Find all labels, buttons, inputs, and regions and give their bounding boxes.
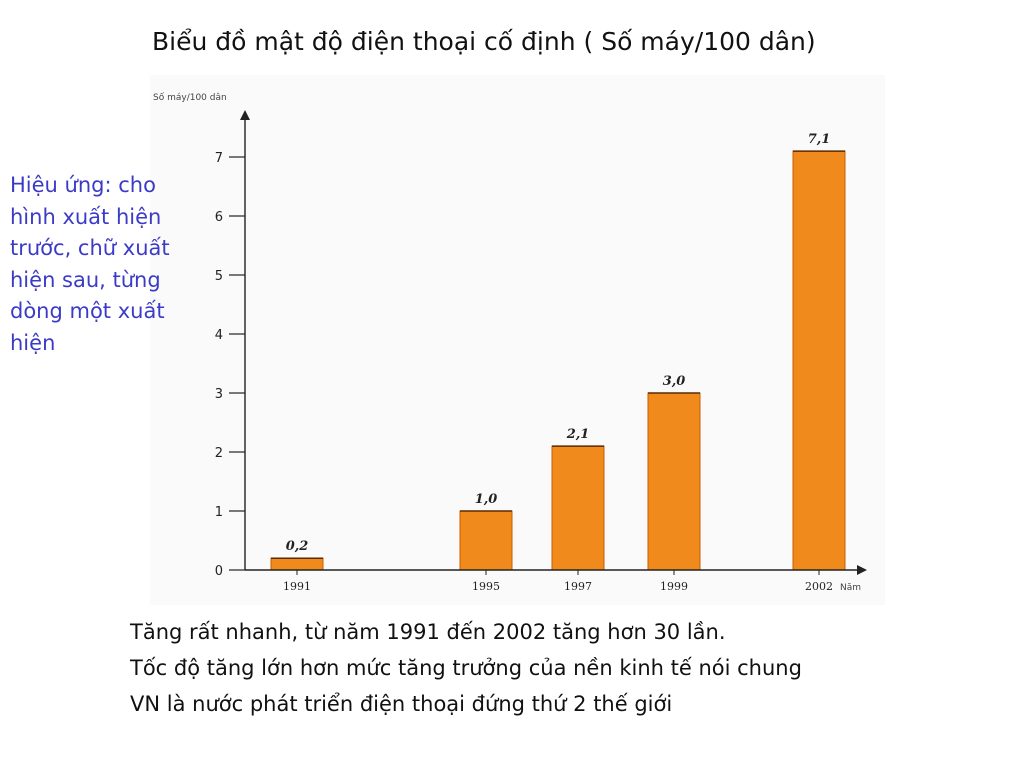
conclusion-line: Tốc độ tăng lớn hơn mức tăng trưởng của … (130, 656, 802, 680)
bar (459, 510, 513, 571)
y-tick-label: 0 (215, 564, 223, 579)
conclusion-notes: Tăng rất nhanh, từ năm 1991 đến 2002 tăn… (130, 614, 1010, 722)
y-tick-label: 7 (215, 151, 223, 166)
x-tick-label: 1995 (472, 580, 500, 593)
animation-note-line: hình xuất hiện (10, 204, 162, 229)
animation-note-line: hiện sau, từng (10, 267, 161, 292)
y-tick-label: 6 (215, 210, 223, 225)
animation-note-line: Hiệu ứng: cho (10, 173, 156, 197)
data-label: 1,0 (475, 492, 498, 507)
x-tick-label: 1991 (283, 580, 311, 593)
animation-note-line: trước, chữ xuất (10, 236, 170, 260)
bar-chart: 0 1 2 3 4 5 6 7 0,2 1991 1,0 1995 2,1 1997 3,0 1999 7,1… (150, 75, 885, 605)
data-label: 0,2 (286, 539, 309, 554)
conclusion-line: Tăng rất nhanh, từ năm 1991 đến 2002 tăn… (130, 620, 726, 644)
y-axis-title: Số máy/100 dân (153, 92, 227, 103)
y-tick-label: 3 (215, 387, 223, 402)
data-label: 2,1 (566, 427, 590, 442)
x-axis-title: Năm (840, 583, 861, 593)
y-tick-label: 5 (215, 269, 223, 284)
animation-note-line: hiện (10, 330, 56, 355)
bar-chart-svg: 0 1 2 3 4 5 6 7 0,2 1991 1,0 1995 2,1 1997 3,0 1999 7,1… (153, 92, 867, 593)
bar (270, 557, 324, 571)
x-tick-label: 2002 (805, 580, 833, 593)
bar (647, 392, 701, 571)
slide-title: Biểu đồ mật độ điện thoại cố định ( Số m… (152, 27, 816, 56)
y-tick-label: 1 (215, 505, 223, 520)
animation-note-line: dòng một xuất (10, 299, 165, 323)
y-tick-label: 4 (215, 328, 223, 343)
y-tick-label: 2 (215, 446, 223, 461)
conclusion-line: VN là nước phát triển điện thoại đứng th… (130, 692, 673, 716)
bar (551, 445, 605, 571)
data-label: 3,0 (663, 374, 686, 389)
x-tick-label: 1997 (564, 580, 592, 593)
x-tick-label: 1999 (660, 580, 688, 593)
bar (792, 150, 846, 571)
animation-note: Hiệu ứng: cho hình xuất hiện trước, chữ … (10, 170, 210, 359)
data-label: 7,1 (808, 132, 831, 147)
